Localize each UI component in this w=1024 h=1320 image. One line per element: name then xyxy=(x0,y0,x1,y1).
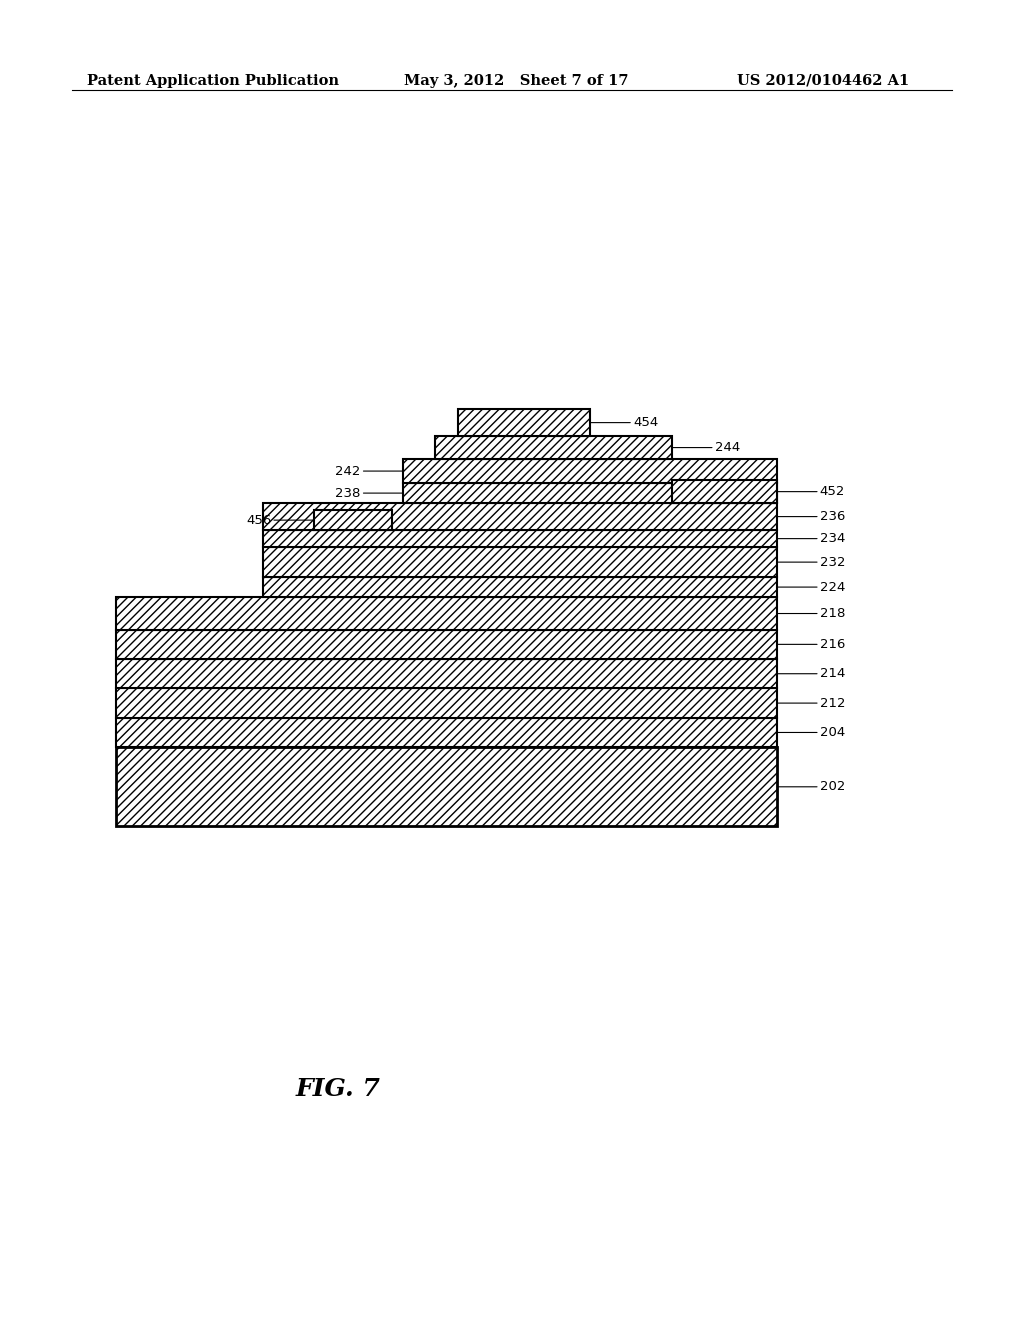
Bar xyxy=(434,436,672,459)
Bar xyxy=(263,577,777,598)
Text: 214: 214 xyxy=(777,667,845,680)
Bar xyxy=(116,718,777,747)
Text: 216: 216 xyxy=(777,638,845,651)
Text: US 2012/0104462 A1: US 2012/0104462 A1 xyxy=(737,74,909,88)
Bar xyxy=(263,529,777,548)
Text: 204: 204 xyxy=(777,726,845,739)
Bar xyxy=(116,630,777,659)
Bar xyxy=(403,483,777,503)
Text: 232: 232 xyxy=(777,556,846,569)
Text: 202: 202 xyxy=(777,780,845,793)
Text: 218: 218 xyxy=(777,607,845,620)
Text: 242: 242 xyxy=(335,465,403,478)
Bar xyxy=(116,598,777,630)
Text: FIG. 7: FIG. 7 xyxy=(296,1077,380,1101)
Bar xyxy=(314,511,392,529)
Bar xyxy=(672,480,777,503)
Text: 244: 244 xyxy=(672,441,740,454)
Text: 234: 234 xyxy=(777,532,845,545)
Bar xyxy=(458,409,590,436)
Bar xyxy=(263,503,777,529)
Bar xyxy=(263,548,777,577)
Bar xyxy=(116,747,777,826)
Text: 238: 238 xyxy=(335,487,403,499)
Bar xyxy=(116,689,777,718)
Text: May 3, 2012   Sheet 7 of 17: May 3, 2012 Sheet 7 of 17 xyxy=(404,74,629,88)
Text: 452: 452 xyxy=(777,486,845,498)
Text: 212: 212 xyxy=(777,697,846,710)
Text: 454: 454 xyxy=(590,416,658,429)
Text: 236: 236 xyxy=(777,510,845,523)
Text: 456: 456 xyxy=(246,513,314,527)
Text: 224: 224 xyxy=(777,581,845,594)
Bar xyxy=(403,459,777,483)
Bar xyxy=(116,659,777,689)
Text: Patent Application Publication: Patent Application Publication xyxy=(87,74,339,88)
